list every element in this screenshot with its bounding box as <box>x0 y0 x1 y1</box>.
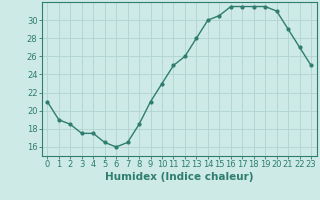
X-axis label: Humidex (Indice chaleur): Humidex (Indice chaleur) <box>105 172 253 182</box>
